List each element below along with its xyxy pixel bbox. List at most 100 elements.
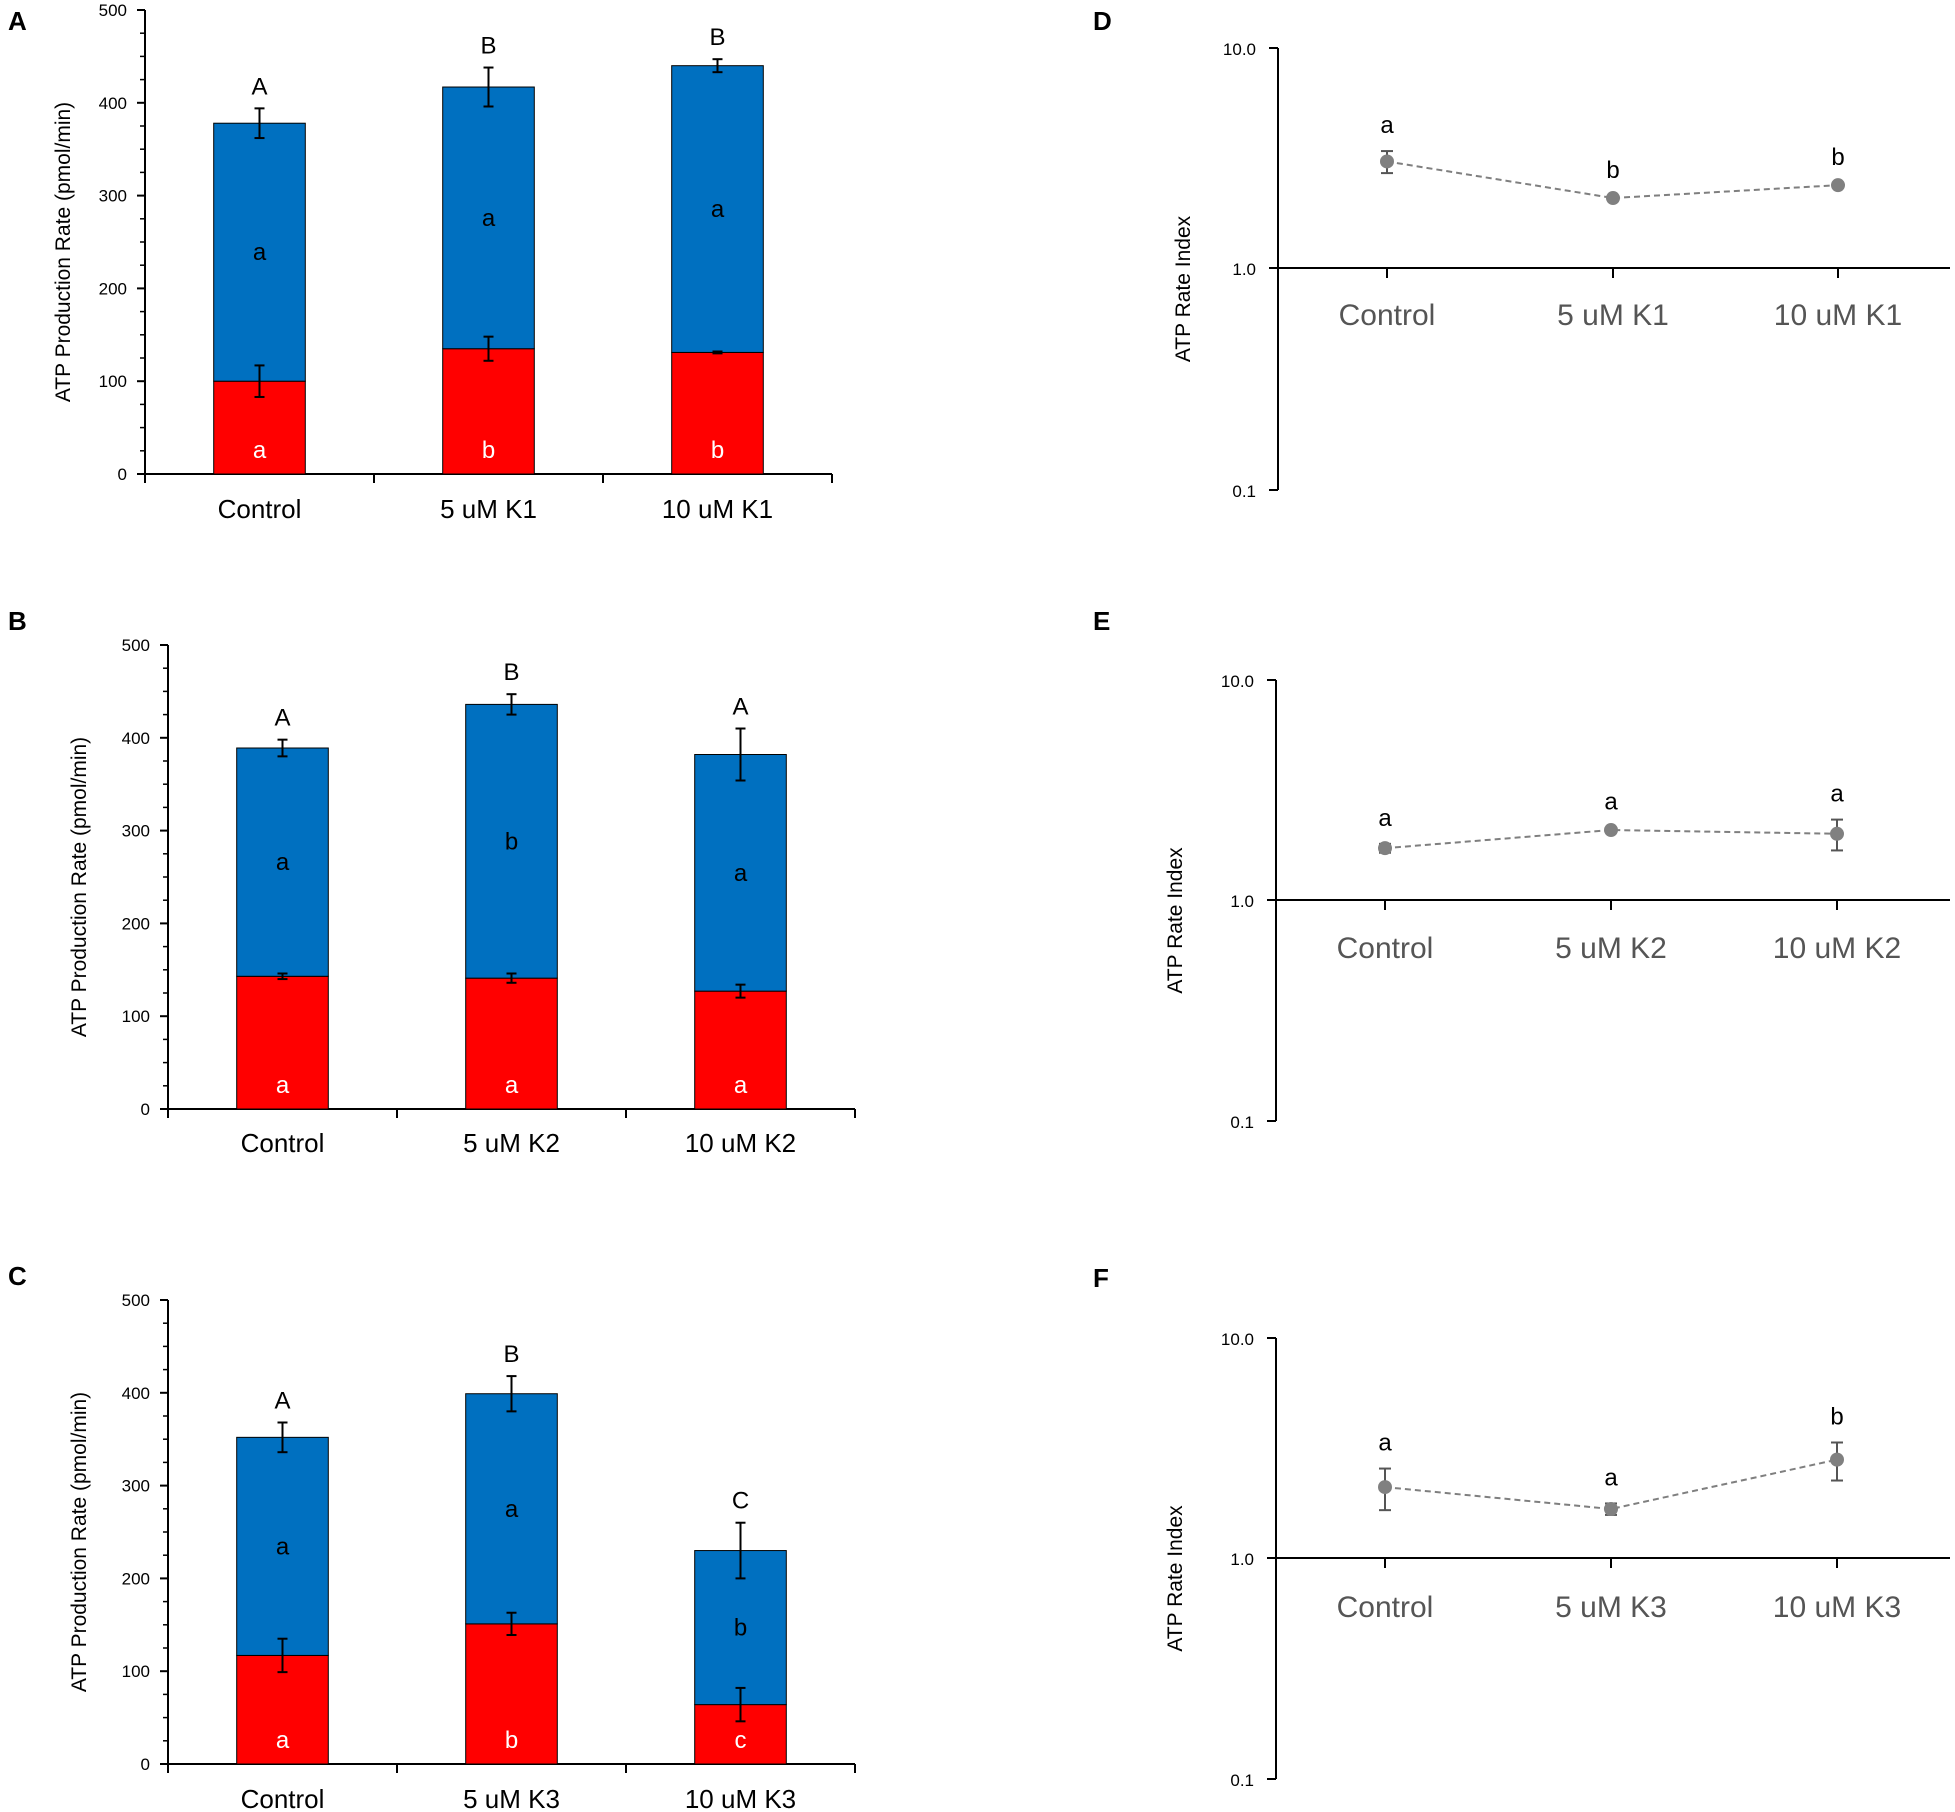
panel-e-data-point (1378, 841, 1392, 856)
panel-a-bar-glyco (442, 348, 535, 475)
panel-a-y-axis-label: ATP Production Rate (pmol/min) (52, 102, 75, 402)
panel-d-y-tick-label: 10.0 (1223, 40, 1256, 59)
panel-b-y-axis-label: ATP Production Rate (pmol/min) (68, 737, 91, 1037)
panel-c-glyco-letter: c (735, 1727, 747, 1754)
panel-f-y-tick-label: 10.0 (1221, 1330, 1254, 1349)
panel-e-x-category-label: 5 uM K2 (1555, 932, 1667, 965)
panel-c-mito-letter: a (505, 1496, 519, 1523)
panel-b-total-letter: B (503, 659, 519, 686)
panel-b-glyco-letter: a (276, 1072, 290, 1099)
panel-b-x-category-label: 10 uM K2 (685, 1128, 796, 1158)
panel-a-x-category-label: Control (218, 494, 302, 524)
panel-d-letter: D (1093, 6, 1112, 36)
panel-b-bar-glyco (465, 977, 558, 1110)
panel-e-y-tick-label: 0.1 (1230, 1113, 1254, 1132)
panel-b-y-tick-label: 300 (122, 822, 150, 841)
panel-a-mito-letter: a (482, 205, 496, 232)
panel-f-y-tick-label: 0.1 (1230, 1771, 1254, 1790)
panel-a-y-tick-label: 200 (99, 279, 127, 298)
panel-a-total-letter: A (251, 73, 267, 100)
panel-c-letter: C (8, 1261, 27, 1291)
panel-c-total-letter: A (274, 1387, 290, 1414)
panel-a-x-category-label: 10 uM K1 (662, 494, 773, 524)
panel-e-sig-letter: a (1830, 781, 1844, 808)
panel-d-y-axis-label: ATP Rate Index (1172, 215, 1195, 362)
panel-d-data-point (1606, 191, 1620, 206)
panel-c-bar-glyco (236, 1654, 329, 1765)
panel-f-letter: F (1093, 1263, 1109, 1293)
panel-b-total-letter: A (274, 705, 290, 732)
panel-d-x-category-label: 5 uM K1 (1557, 299, 1669, 332)
panel-c-y-axis-label: ATP Production Rate (pmol/min) (68, 1392, 91, 1692)
panel-d-sig-letter: a (1380, 112, 1394, 139)
panel-a-y-tick-label: 100 (99, 372, 127, 391)
panel-a-total-letter: B (709, 24, 725, 51)
panel-a-glyco-letter: a (253, 437, 267, 464)
panel-a-bar-mito (213, 122, 306, 382)
panel-b-bar-mito (694, 754, 787, 992)
panel-f-y-axis-label: ATP Rate Index (1164, 1505, 1187, 1652)
panel-e-y-tick-label: 1.0 (1230, 892, 1254, 911)
panel-a-y-tick-label: 300 (99, 187, 127, 206)
panel-e-sig-letter: a (1604, 788, 1618, 815)
panel-a-bar-mito (442, 86, 535, 350)
panel-b-bar-mito (236, 747, 329, 977)
panel-c-y-tick-label: 200 (122, 1569, 150, 1588)
panel-c-total-letter: B (503, 1341, 519, 1368)
panel-b-y-tick-label: 200 (122, 914, 150, 933)
panel-f-series-line (1384, 1458, 1838, 1511)
panel-b-y-tick-label: 400 (122, 729, 150, 748)
panel-a-mito-letter: a (711, 196, 725, 223)
panel-d-x-category-label: 10 uM K1 (1774, 299, 1902, 332)
panel-b-y-tick-label: 0 (141, 1100, 150, 1119)
panel-f-y-tick-label: 1.0 (1230, 1550, 1254, 1569)
panel-c-bar-mito (465, 1393, 558, 1625)
panel-b-mito-letter: a (276, 849, 290, 876)
panel-c-y-tick-label: 500 (122, 1291, 150, 1310)
panel-e-y-axis-label: ATP Rate Index (1164, 847, 1187, 994)
panel-a-bar-mito (671, 65, 764, 353)
panel-a-y-tick-label: 500 (99, 1, 127, 20)
panel-b-glyco-letter: a (505, 1072, 519, 1099)
panel-d-data-point (1380, 154, 1394, 169)
panel-c-y-tick-label: 0 (141, 1755, 150, 1774)
panel-c-mito-letter: b (734, 1615, 747, 1642)
panel-e-x-category-label: Control (1337, 932, 1434, 965)
panel-c-glyco-letter: a (276, 1727, 290, 1754)
panel-a-letter: A (8, 6, 27, 36)
panel-e-data-point (1830, 826, 1844, 841)
panel-f-sig-letter: a (1378, 1430, 1392, 1457)
panel-a-total-letter: B (480, 33, 496, 60)
panel-d-sig-letter: b (1606, 157, 1619, 184)
panel-b-mito-letter: b (505, 828, 518, 855)
panel-a-x-category-label: 5 uM K1 (440, 494, 537, 524)
panel-f-data-point (1378, 1480, 1392, 1495)
panel-e-sig-letter: a (1378, 805, 1392, 832)
panel-b-letter: B (8, 606, 27, 636)
panel-d-sig-letter: b (1831, 144, 1844, 171)
panel-b-bar-glyco (694, 990, 787, 1110)
panel-c-x-category-label: Control (241, 1784, 325, 1812)
panel-f-data-point (1604, 1502, 1618, 1517)
panel-c-total-letter: C (732, 1488, 749, 1515)
panel-c-y-tick-label: 100 (122, 1662, 150, 1681)
panel-d-data-point (1831, 178, 1845, 193)
panel-f-x-category-label: 10 uM K3 (1773, 1591, 1901, 1624)
panel-d-x-category-label: Control (1339, 299, 1436, 332)
panel-c-x-category-label: 5 uM K3 (463, 1784, 560, 1812)
panel-c-y-tick-label: 300 (122, 1477, 150, 1496)
panel-a-glyco-letter: b (482, 437, 495, 464)
panel-d-y-tick-label: 1.0 (1232, 260, 1256, 279)
panel-a-mito-letter: a (253, 239, 267, 266)
panel-b-total-letter: A (732, 694, 748, 721)
panel-e-x-category-label: 10 uM K2 (1773, 932, 1901, 965)
panel-b-bar-mito (465, 703, 558, 979)
panel-b-glyco-letter: a (734, 1072, 748, 1099)
panel-e-y-tick-label: 10.0 (1221, 672, 1254, 691)
panel-c-x-category-label: 10 uM K3 (685, 1784, 796, 1812)
panel-d-y-tick-label: 0.1 (1232, 482, 1256, 501)
panel-f-x-category-label: Control (1337, 1591, 1434, 1624)
panel-b-mito-letter: a (734, 860, 748, 887)
panel-b-y-tick-label: 100 (122, 1007, 150, 1026)
